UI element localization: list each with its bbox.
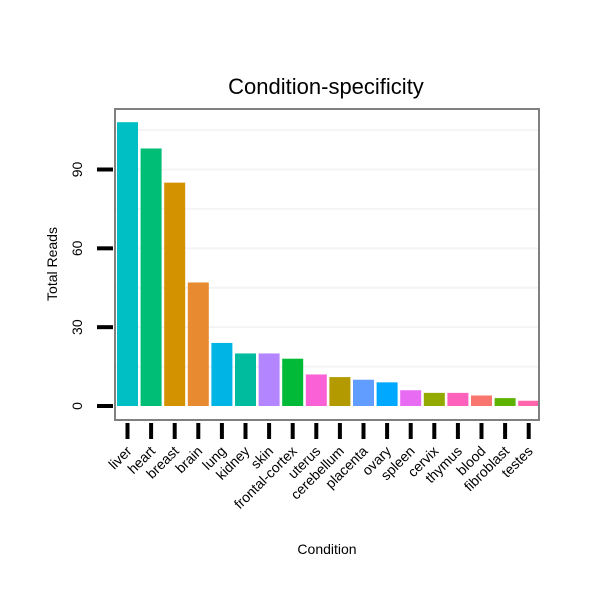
y-tick-label: 0: [69, 402, 85, 410]
plot-panel: [114, 108, 540, 421]
y-tick-label: 30: [69, 319, 85, 335]
bar-cerebellum: [329, 377, 351, 406]
bar-heart: [140, 148, 162, 406]
chart-title: Condition-specificity: [228, 74, 424, 99]
bar-breast: [164, 182, 186, 406]
y-tick-label: 90: [69, 162, 85, 178]
bar-fibroblast: [494, 398, 516, 406]
bar-kidney: [235, 353, 256, 406]
bar-blood: [471, 395, 492, 406]
y-axis-ticks: 0 30 60 90: [69, 162, 113, 410]
bar-ovary: [376, 382, 398, 406]
x-axis-title: Condition: [297, 541, 356, 557]
bars: [117, 122, 540, 406]
grid-lines: [116, 129, 538, 368]
y-tick-label: 60: [69, 240, 85, 256]
bar-thymus: [447, 392, 469, 406]
bar-testes: [518, 400, 540, 406]
y-axis-title: Total Reads: [44, 227, 60, 301]
bar-spleen: [400, 390, 422, 406]
bar-uterus: [305, 374, 327, 406]
bar-lung: [211, 342, 233, 406]
bar-liver: [117, 122, 138, 406]
bar-frontal-cortex: [282, 358, 304, 406]
x-axis-ticks: liverheartbreastbrainlungkidneyskinfront…: [105, 423, 536, 512]
bar-placenta: [353, 379, 374, 406]
bar-cervix: [423, 392, 445, 406]
bar-brain: [187, 282, 209, 406]
bar-skin: [258, 353, 280, 406]
